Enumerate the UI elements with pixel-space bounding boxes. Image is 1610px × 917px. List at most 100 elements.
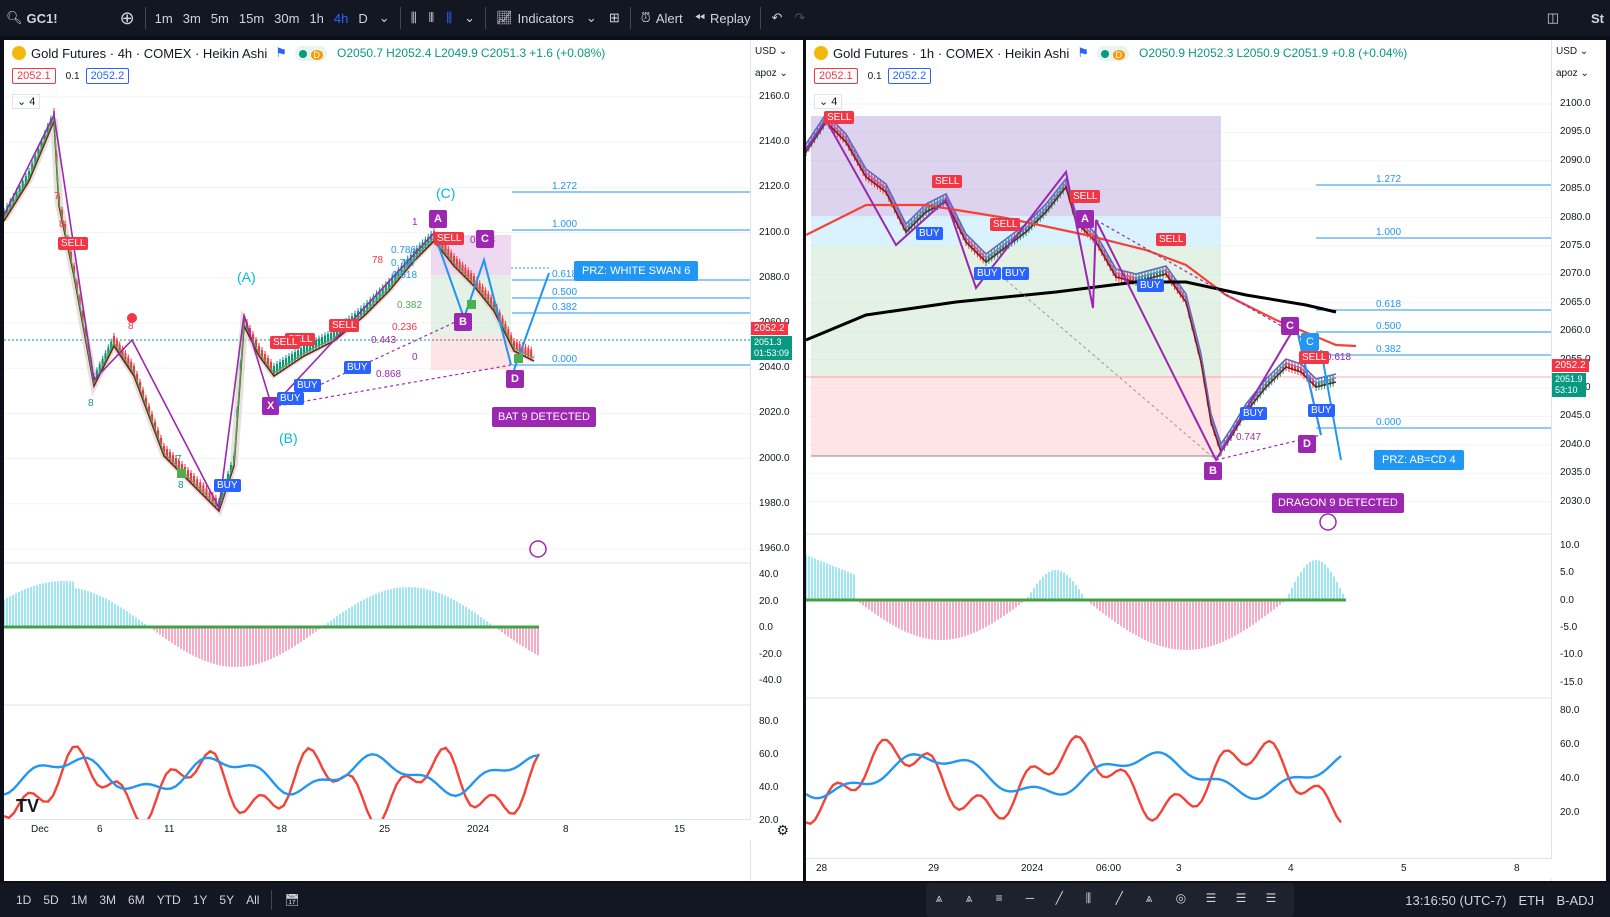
range-5d[interactable]: 5D (43, 893, 59, 907)
settings-gear-icon[interactable]: ⚙ (776, 822, 789, 838)
chevron-down-icon[interactable]: ⌄ (378, 10, 390, 25)
currency-select[interactable]: USD ⌄ (755, 46, 788, 57)
bid-price[interactable]: 2052.1 (814, 68, 858, 84)
ratio-label: 0.382 (397, 300, 422, 311)
candle-body (1144, 274, 1146, 281)
clock-display[interactable]: 13:16:50 (UTC-7) (1405, 892, 1507, 908)
rsi-tick: 20.0 (759, 815, 779, 826)
chevron-down-icon[interactable]: ⌄ (585, 10, 597, 25)
flag-icon[interactable]: ⚑ (275, 45, 287, 60)
range-6m[interactable]: 6M (128, 893, 145, 907)
range-1y[interactable]: 1Y (192, 893, 208, 907)
tf-1h[interactable]: 1h (309, 10, 324, 26)
calendar-range-icon[interactable]: 📅︎ (284, 893, 300, 907)
compare-button[interactable]: ⊕ (114, 0, 141, 36)
tf-1m[interactable]: 1m (154, 10, 173, 26)
candle-body (985, 257, 987, 263)
currency-select[interactable]: USD ⌄ (1556, 46, 1589, 57)
candle-body (139, 382, 141, 390)
indicators-button[interactable]: 📈︎ Indicators (490, 0, 580, 36)
alert-button[interactable]: ⏰︎ Alert (635, 0, 689, 36)
range-1d[interactable]: 1D (16, 893, 32, 907)
projection-line (513, 272, 550, 371)
bid-price[interactable]: 2052.1 (12, 68, 56, 84)
fib-circle-icon[interactable]: ◎ (1175, 891, 1187, 905)
time-axis[interactable]: 28 29 2024 06:00 3 4 5 8 (806, 858, 1552, 879)
indicators-collapse[interactable]: ⌄ 4 (12, 94, 41, 109)
candle-body (450, 252, 453, 261)
time-axis[interactable]: Dec 6 11 18 25 2024 8 15 (4, 819, 751, 840)
rsi-tick: 80.0 (1560, 705, 1580, 716)
candle-body (196, 479, 199, 488)
chart-panel-right[interactable]: 1.272 1.000 0.618 0.500 0.382 0.000 0.747 0.618… (806, 40, 1606, 881)
right-chart-canvas[interactable]: 1.272 1.000 0.618 0.500 0.382 0.000 0.747 0.618 (806, 40, 1606, 881)
ohlc-change: +1.6 (+0.08%) (529, 46, 606, 60)
flag-icon[interactable]: ⚑ (1077, 45, 1089, 60)
bar-countdown: 01:53:09 (754, 348, 790, 358)
candle-body (113, 336, 115, 344)
chart-type-icon[interactable]: ⫼ (446, 10, 453, 25)
range-3m[interactable]: 3M (99, 893, 117, 907)
tf-5m[interactable]: 5m (210, 10, 229, 26)
fib-label: 0.000 (1376, 417, 1401, 428)
range-ytd[interactable]: YTD (156, 893, 181, 907)
head-shoulders-icon[interactable]: ⩓ (1145, 891, 1153, 905)
fib-retracement-icon[interactable]: ≡ (995, 891, 1003, 905)
parallel-channel-icon[interactable]: ☰ (1265, 891, 1277, 905)
ohlc-close: C2051.9 (1282, 46, 1329, 60)
ratio-label: 0.618 (1326, 352, 1351, 363)
ask-price[interactable]: 2052.2 (85, 68, 130, 84)
candle-body (1332, 377, 1335, 384)
price-tick: 2030.0 (1560, 495, 1591, 507)
candle-body (1132, 276, 1135, 283)
pattern-abcd-icon[interactable]: ⩓ (965, 891, 973, 905)
tf-d[interactable]: D (358, 10, 368, 26)
tf-30m[interactable]: 30m (274, 10, 300, 26)
scale-mode-select[interactable]: apoz ⌄ (1556, 68, 1589, 79)
pitchfork-icon[interactable]: ☰ (1205, 891, 1217, 905)
fib-channel-icon[interactable]: ☰ (1235, 891, 1247, 905)
candles-icon[interactable]: ⫼ (410, 10, 417, 25)
layout-panel-icon[interactable]: ◫ (1546, 10, 1559, 25)
candle-body (154, 422, 156, 430)
chart-panel-left[interactable]: 1.272 1.000 0.618 0.500 0.382 0.000 (A) (B) (C) 0… (4, 40, 803, 881)
undo-icon[interactable]: ↶ (771, 10, 783, 25)
session-toggle[interactable]: ETH (1518, 892, 1545, 908)
candle-body (1062, 185, 1065, 192)
left-chart-canvas[interactable]: 1.272 1.000 0.618 0.500 0.382 0.000 (A) (B) (C) 0… (4, 40, 803, 881)
price-tick: 2070.0 (1560, 268, 1591, 280)
redo-icon[interactable]: ↷ (794, 10, 806, 25)
pattern-point-b: B (1204, 462, 1222, 480)
scale-mode-select[interactable]: apoz ⌄ (755, 68, 788, 79)
layout-grid-icon[interactable]: ⊞ (608, 10, 620, 25)
tf-15m[interactable]: 15m (238, 10, 265, 26)
adjustment-toggle[interactable]: B-ADJ (1556, 892, 1594, 908)
symbol-search[interactable]: 🔍︎ GC1! (0, 0, 64, 36)
user-menu-text[interactable]: St (1591, 10, 1604, 26)
long-position-icon[interactable]: ⫼ (1085, 891, 1092, 905)
chevron-down-icon[interactable]: ⌄ (464, 10, 476, 25)
range-all[interactable]: All (246, 893, 260, 907)
ray-icon[interactable]: ╱ (1115, 891, 1123, 905)
pattern-xabcd-icon[interactable]: ⩓ (935, 891, 943, 905)
bars-icon[interactable]: ⫴ (428, 10, 435, 25)
trend-line-icon[interactable]: ╱ (1055, 891, 1063, 905)
tf-3m[interactable]: 3m (182, 10, 201, 26)
tf-4h[interactable]: 4h (333, 10, 349, 26)
candle-body (885, 187, 887, 193)
range-5y[interactable]: 5Y (219, 893, 235, 907)
replay-button[interactable]: ⏪︎ Replay (689, 0, 757, 36)
ratio-label: 0.443 (371, 335, 396, 346)
osc-tick: -20.0 (759, 648, 782, 660)
horizontal-line-icon[interactable]: ─ (1025, 891, 1035, 905)
indicators-collapse[interactable]: ⌄ 4 (814, 94, 843, 109)
range-1m[interactable]: 1M (70, 893, 88, 907)
price-scale[interactable]: USD ⌄ apoz ⌄ 2160.0 2140.0 2120.0 2100.0 208… (750, 40, 803, 881)
candle-body (833, 125, 836, 132)
pattern-detected-label: BAT 9 DETECTED (492, 407, 596, 427)
candle-body (363, 306, 365, 314)
ask-price[interactable]: 2052.2 (887, 68, 932, 84)
candle-body (142, 390, 144, 398)
candle-body (403, 262, 406, 271)
price-scale[interactable]: USD ⌄ apoz ⌄ 2100.0 2095.0 2090.0 2085.0 208… (1551, 40, 1606, 881)
